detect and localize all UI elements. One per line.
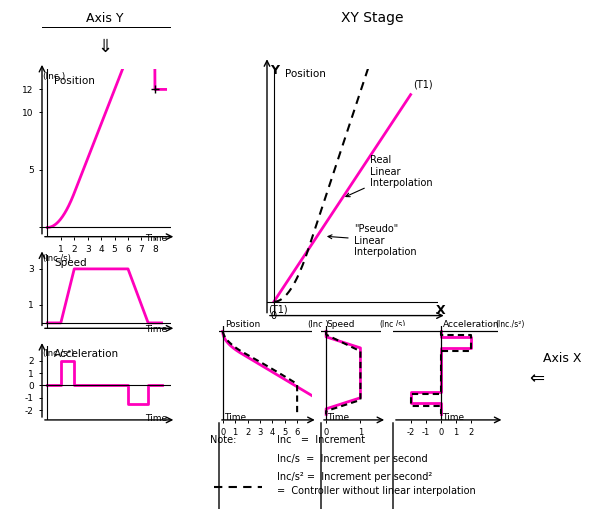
Text: Time: Time [145, 234, 167, 243]
Text: Real
Linear
Interpolation: Real Linear Interpolation [346, 155, 432, 196]
Text: XY Stage: XY Stage [341, 11, 403, 25]
Text: Inc/s  =  Increment per second: Inc/s = Increment per second [277, 454, 428, 464]
Text: (T1): (T1) [268, 304, 288, 314]
Text: Position: Position [225, 321, 260, 329]
Text: Position: Position [54, 76, 95, 86]
Text: Time: Time [145, 325, 167, 334]
Text: X: X [436, 304, 445, 317]
Text: Time: Time [443, 413, 464, 422]
Text: Note:: Note: [210, 435, 236, 445]
Text: Inc   =  Increment: Inc = Increment [277, 435, 365, 445]
Text: Acceleration: Acceleration [443, 321, 499, 329]
Text: (Inc./s): (Inc./s) [379, 321, 406, 329]
Text: (Inc.): (Inc.) [307, 321, 329, 329]
Text: Axis X: Axis X [543, 352, 581, 365]
Text: ⇓: ⇓ [97, 38, 113, 56]
Text: (Inc./s²): (Inc./s²) [495, 321, 524, 329]
Text: (Inc./s²): (Inc./s²) [42, 349, 74, 358]
Text: 0: 0 [271, 311, 277, 321]
Text: Inc/s² =  Increment per second²: Inc/s² = Increment per second² [277, 472, 432, 483]
Text: Time: Time [224, 413, 246, 422]
Text: Y: Y [271, 64, 280, 77]
Text: "Pseudo"
Linear
Interpolation: "Pseudo" Linear Interpolation [328, 224, 416, 257]
Text: Time: Time [145, 414, 167, 423]
Text: =  Controller without linear interpolation: = Controller without linear interpolatio… [277, 486, 476, 496]
Text: Time: Time [327, 413, 349, 422]
Text: Axis Y: Axis Y [86, 12, 124, 25]
Text: ⇐: ⇐ [529, 371, 545, 388]
Text: Speed: Speed [54, 258, 87, 268]
Text: (Inc./s): (Inc./s) [42, 254, 71, 264]
Text: Position: Position [285, 69, 326, 79]
Text: Speed: Speed [327, 321, 355, 329]
Text: Acceleration: Acceleration [54, 349, 119, 358]
Text: (Inc.): (Inc.) [42, 72, 65, 81]
Text: (T1): (T1) [413, 80, 433, 90]
